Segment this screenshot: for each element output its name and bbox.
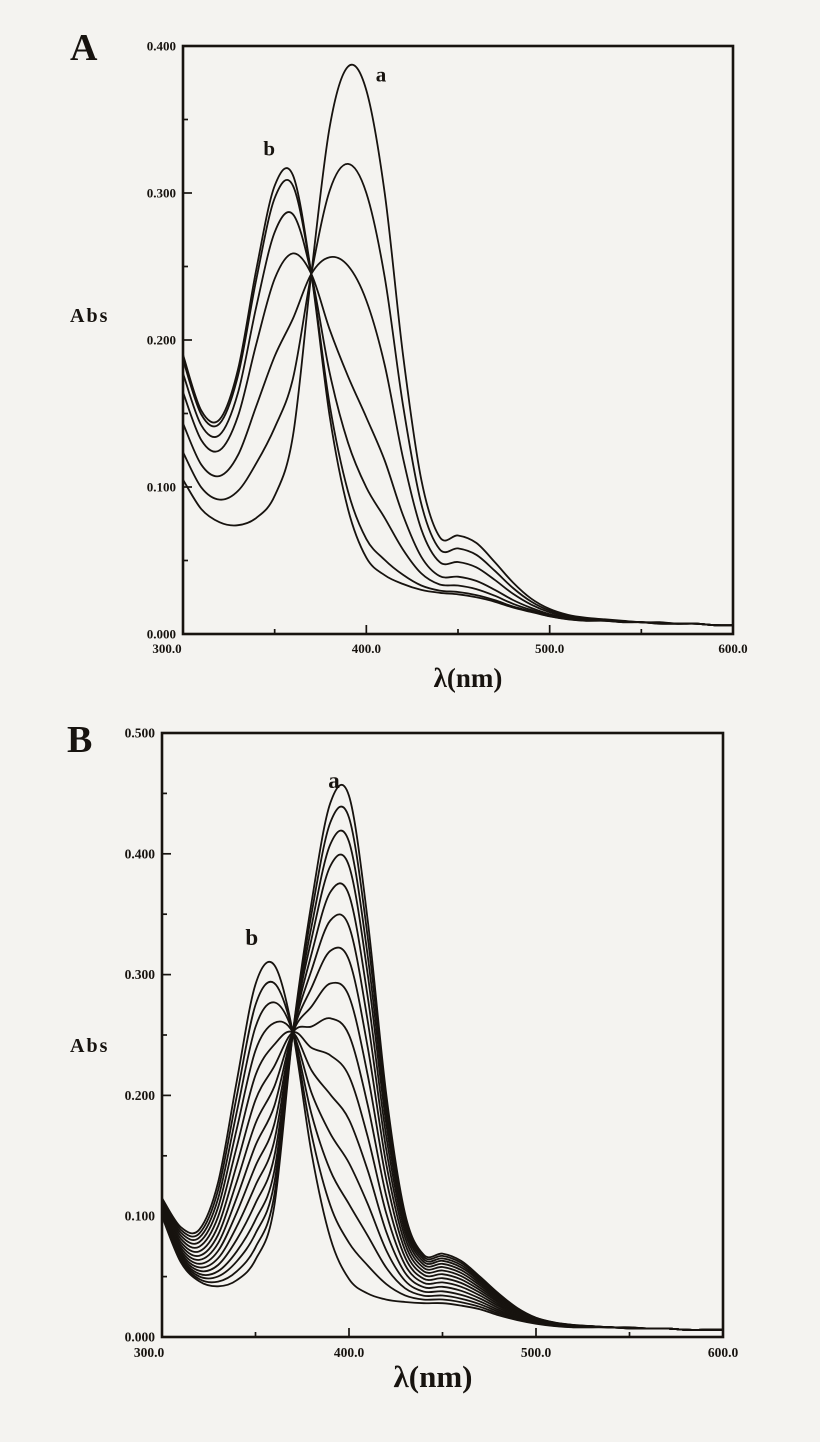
y-tick-label: 0.300 bbox=[125, 967, 156, 982]
x-tick-label: 300.0 bbox=[152, 641, 181, 656]
y-tick-label: 0.300 bbox=[147, 186, 176, 201]
plot-frame-A bbox=[181, 44, 735, 636]
panel-b-peak-label-b: b bbox=[245, 925, 259, 951]
spectrum-curve bbox=[182, 167, 734, 627]
y-tick-label: 0.000 bbox=[125, 1330, 156, 1345]
panel-a-peak-label-b: b bbox=[263, 136, 275, 161]
panel-a-letter: A bbox=[70, 27, 98, 69]
panel-b-letter: B bbox=[67, 719, 93, 761]
x-tick-label: 400.0 bbox=[352, 641, 381, 656]
spectrum-curve bbox=[161, 1031, 724, 1331]
spectra-panel-A: 300.0 400.0 500.0 600.0 0.000 0.100 0.200 0.300… bbox=[147, 39, 748, 657]
x-tick-label: 500.0 bbox=[521, 1345, 552, 1360]
x-tick-label: 600.0 bbox=[718, 641, 747, 656]
x-tick-label: 600.0 bbox=[708, 1345, 739, 1360]
y-tick-label: 0.100 bbox=[125, 1209, 156, 1224]
panel-a-x-axis-title: λ(nm) bbox=[433, 663, 503, 693]
spectrum-curve bbox=[182, 252, 734, 627]
panel-a-y-axis-title: Abs bbox=[70, 305, 110, 327]
y-tick-label: 0.200 bbox=[147, 333, 176, 348]
panel-b-y-axis-title: Abs bbox=[70, 1035, 110, 1057]
panel-a-peak-label-a: a bbox=[375, 62, 387, 87]
spectra-panel-B: 300.0 400.0 500.0 600.0 0.000 0.100 0.200 0.300… bbox=[125, 726, 739, 1361]
x-tick-label: 400.0 bbox=[334, 1345, 365, 1360]
y-tick-label: 0.400 bbox=[125, 846, 156, 861]
spectrum-curve bbox=[161, 1001, 724, 1331]
spectrum-curve bbox=[161, 913, 724, 1331]
y-tick-label: 0.400 bbox=[147, 39, 176, 54]
y-tick-label: 0.000 bbox=[147, 627, 176, 642]
spectrum-curve bbox=[182, 211, 734, 627]
y-tick-label: 0.500 bbox=[125, 726, 156, 741]
panel-b-peak-label-a: a bbox=[328, 768, 340, 794]
spectrum-curve bbox=[161, 829, 724, 1331]
y-tick-label: 0.100 bbox=[147, 480, 176, 495]
panel-b-x-axis-title: λ(nm) bbox=[393, 1359, 473, 1394]
x-tick-label: 300.0 bbox=[134, 1345, 165, 1360]
y-tick-label: 0.200 bbox=[125, 1088, 156, 1103]
x-tick-label: 500.0 bbox=[535, 641, 564, 656]
spectrum-curve bbox=[182, 179, 734, 627]
spectrum-curve bbox=[161, 1030, 724, 1331]
plot-frame-B bbox=[160, 731, 725, 1339]
spectrum-curve bbox=[161, 960, 724, 1331]
